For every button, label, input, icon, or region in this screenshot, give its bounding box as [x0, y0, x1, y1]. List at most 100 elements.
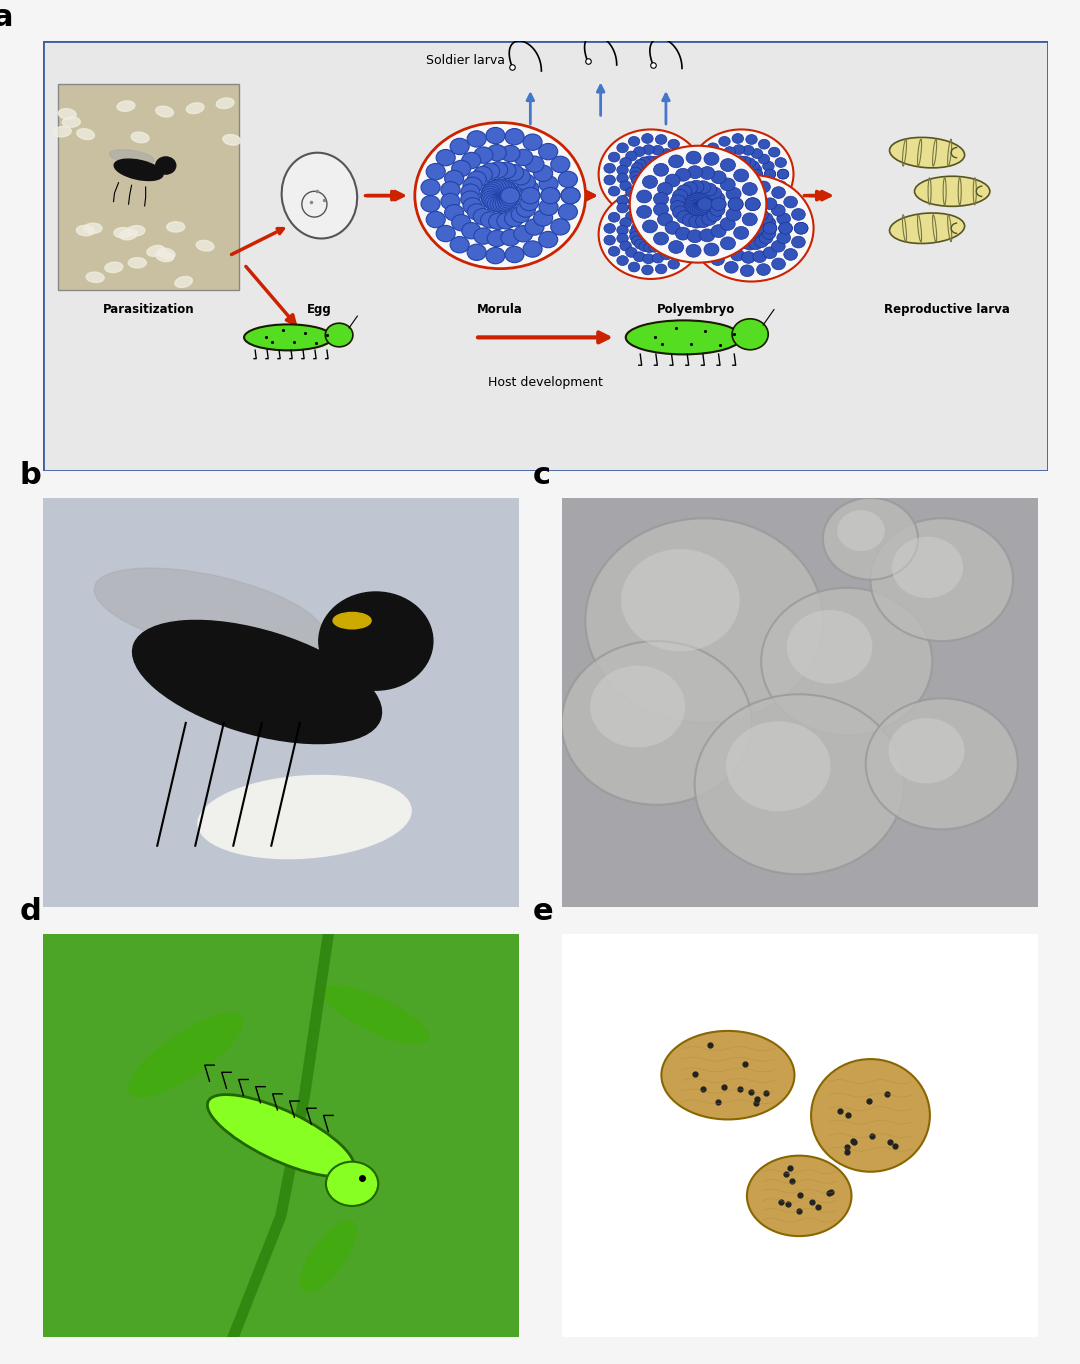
Circle shape: [514, 149, 532, 165]
FancyBboxPatch shape: [43, 41, 1048, 471]
Circle shape: [721, 162, 733, 173]
Circle shape: [751, 224, 764, 236]
Circle shape: [711, 198, 726, 210]
Circle shape: [640, 166, 652, 177]
Circle shape: [534, 210, 553, 226]
Circle shape: [487, 231, 507, 247]
Circle shape: [481, 188, 500, 205]
Circle shape: [732, 166, 743, 176]
Circle shape: [751, 173, 761, 183]
Circle shape: [764, 222, 777, 235]
Circle shape: [488, 213, 508, 229]
Circle shape: [637, 190, 651, 203]
Circle shape: [551, 157, 570, 172]
Circle shape: [652, 206, 663, 216]
Circle shape: [761, 588, 932, 735]
Circle shape: [625, 247, 637, 258]
Circle shape: [629, 196, 639, 206]
Circle shape: [672, 177, 684, 187]
Circle shape: [590, 666, 685, 747]
Circle shape: [647, 165, 658, 175]
Circle shape: [667, 244, 679, 254]
Circle shape: [525, 218, 544, 235]
Circle shape: [694, 164, 706, 173]
Circle shape: [643, 173, 654, 183]
Circle shape: [660, 233, 672, 244]
Circle shape: [482, 184, 500, 201]
Circle shape: [598, 130, 703, 218]
Circle shape: [647, 225, 658, 235]
Circle shape: [686, 194, 701, 206]
Circle shape: [751, 165, 761, 175]
Circle shape: [642, 172, 653, 183]
Circle shape: [523, 134, 542, 150]
Circle shape: [746, 228, 759, 239]
Circle shape: [725, 262, 738, 273]
Circle shape: [721, 244, 735, 255]
Circle shape: [711, 157, 721, 168]
Circle shape: [745, 198, 760, 210]
Circle shape: [688, 229, 702, 243]
Text: d: d: [19, 898, 41, 926]
Text: Parasitization: Parasitization: [103, 303, 194, 316]
Circle shape: [558, 203, 578, 220]
Circle shape: [665, 221, 680, 235]
Circle shape: [617, 165, 629, 175]
Circle shape: [516, 201, 536, 217]
Text: Host development: Host development: [488, 376, 603, 389]
Circle shape: [750, 225, 764, 237]
Circle shape: [653, 240, 665, 251]
Circle shape: [732, 235, 745, 246]
Circle shape: [758, 184, 770, 194]
Text: Polyembryo: Polyembryo: [657, 303, 735, 316]
Circle shape: [660, 225, 672, 235]
Circle shape: [625, 187, 637, 198]
Circle shape: [692, 192, 707, 205]
Circle shape: [711, 254, 725, 266]
Circle shape: [450, 138, 469, 154]
Circle shape: [653, 232, 669, 246]
Circle shape: [461, 222, 481, 239]
Ellipse shape: [156, 251, 174, 262]
Circle shape: [728, 214, 742, 226]
Circle shape: [739, 225, 753, 236]
Circle shape: [728, 198, 743, 210]
Circle shape: [823, 498, 918, 580]
Circle shape: [744, 180, 756, 190]
Circle shape: [758, 154, 770, 164]
Circle shape: [490, 196, 509, 213]
Circle shape: [436, 225, 455, 241]
Circle shape: [737, 173, 748, 183]
Circle shape: [671, 201, 686, 214]
Circle shape: [752, 149, 762, 158]
Ellipse shape: [333, 612, 372, 629]
Circle shape: [706, 209, 721, 221]
Circle shape: [699, 187, 711, 196]
Circle shape: [617, 173, 629, 183]
Ellipse shape: [282, 153, 357, 239]
Circle shape: [685, 218, 697, 228]
Circle shape: [694, 175, 706, 186]
Ellipse shape: [216, 98, 234, 109]
Circle shape: [778, 169, 788, 179]
Circle shape: [483, 192, 502, 209]
Circle shape: [700, 229, 715, 241]
Circle shape: [759, 232, 773, 244]
Circle shape: [787, 610, 873, 683]
Circle shape: [672, 221, 684, 232]
Circle shape: [497, 162, 516, 179]
Circle shape: [694, 694, 904, 874]
Circle shape: [747, 218, 761, 229]
Circle shape: [688, 192, 703, 205]
Circle shape: [421, 195, 440, 211]
Circle shape: [729, 157, 741, 166]
Circle shape: [661, 229, 672, 239]
Circle shape: [735, 173, 746, 184]
Circle shape: [539, 232, 557, 248]
Circle shape: [630, 232, 642, 241]
Circle shape: [711, 170, 726, 184]
Circle shape: [660, 173, 672, 183]
Circle shape: [716, 187, 728, 198]
Circle shape: [731, 195, 744, 207]
Circle shape: [687, 169, 699, 179]
